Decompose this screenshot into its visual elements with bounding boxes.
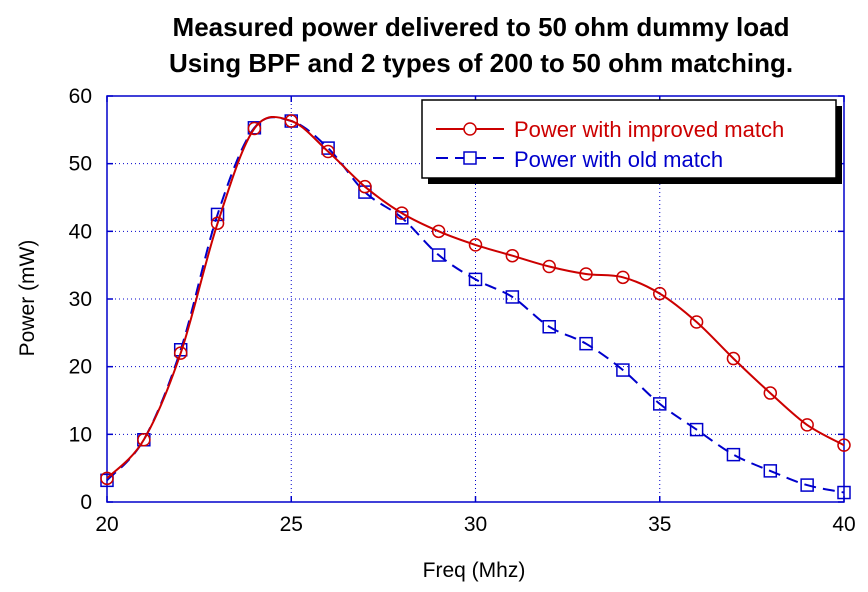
y-tick-label: 60: [69, 85, 92, 108]
legend-label-old-match: Power with old match: [514, 147, 723, 172]
data-point-improved-match: [358, 179, 372, 194]
x-tick-label: 40: [832, 513, 855, 536]
data-point-improved-match: [137, 432, 151, 447]
data-point-old-match: [542, 319, 556, 334]
data-point-improved-match: [616, 270, 630, 285]
y-tick-label: 20: [69, 356, 92, 379]
data-point-improved-match: [763, 386, 778, 400]
chart-title-line-1: Measured power delivered to 50 ohm dummy…: [173, 12, 790, 42]
chart-title-line-2: Using BPF and 2 types of 200 to 50 ohm m…: [169, 48, 793, 78]
data-point-improved-match: [284, 114, 298, 128]
data-point-old-match: [431, 248, 446, 262]
data-point-improved-match: [100, 471, 114, 486]
legend-box: [421, 99, 837, 179]
data-point-old-match: [763, 464, 778, 478]
x-tick-label: 35: [648, 513, 671, 536]
data-point-old-match: [505, 290, 520, 304]
data-point-old-match: [653, 397, 667, 411]
data-point-improved-match: [210, 216, 225, 230]
data-point-improved-match: [837, 438, 851, 452]
data-point-improved-match: [321, 144, 335, 159]
data-point-old-match: [395, 211, 409, 225]
y-tick-label: 10: [69, 423, 92, 446]
data-point-improved-match: [247, 121, 262, 136]
series-group: [100, 114, 851, 500]
data-point-old-match: [800, 478, 814, 492]
data-point-old-match: [616, 363, 630, 377]
legend: Power with improved match Power with old…: [421, 99, 842, 184]
data-point-old-match: [468, 272, 483, 287]
x-tick-label: 25: [280, 513, 303, 536]
data-point-old-match: [689, 422, 704, 437]
y-tick-label: 30: [69, 288, 92, 311]
data-point-improved-match: [505, 248, 520, 263]
data-point-improved-match: [395, 206, 409, 220]
data-point-improved-match: [726, 351, 741, 366]
x-tick-label: 20: [95, 513, 118, 536]
x-tick-label: 30: [464, 513, 487, 536]
legend-label-improved-match: Power with improved match: [514, 117, 784, 142]
y-tick-label: 40: [69, 220, 92, 243]
legend-marker-old-match: [463, 151, 477, 165]
legend-marker-improved-match: [463, 122, 477, 136]
data-point-improved-match: [579, 267, 593, 281]
x-axis-label: Freq (Mhz): [423, 559, 526, 582]
data-point-improved-match: [431, 224, 446, 239]
data-point-old-match: [837, 485, 851, 500]
y-axis-label: Power (mW): [16, 240, 39, 357]
data-point-improved-match: [800, 418, 814, 432]
tick-labels: 20 25 30 35 40 0 10 20 30 40 50 60: [69, 85, 856, 536]
data-point-improved-match: [468, 238, 483, 252]
data-point-old-match: [579, 336, 593, 351]
data-point-improved-match: [653, 286, 667, 301]
data-point-improved-match: [173, 346, 188, 360]
data-point-old-match: [726, 447, 741, 462]
series-line-improved-match: [106, 115, 845, 480]
y-tick-label: 0: [80, 491, 92, 514]
y-tick-label: 50: [69, 153, 92, 176]
data-point-old-match: [321, 141, 335, 155]
data-point-improved-match: [689, 315, 704, 329]
data-point-improved-match: [542, 259, 556, 274]
